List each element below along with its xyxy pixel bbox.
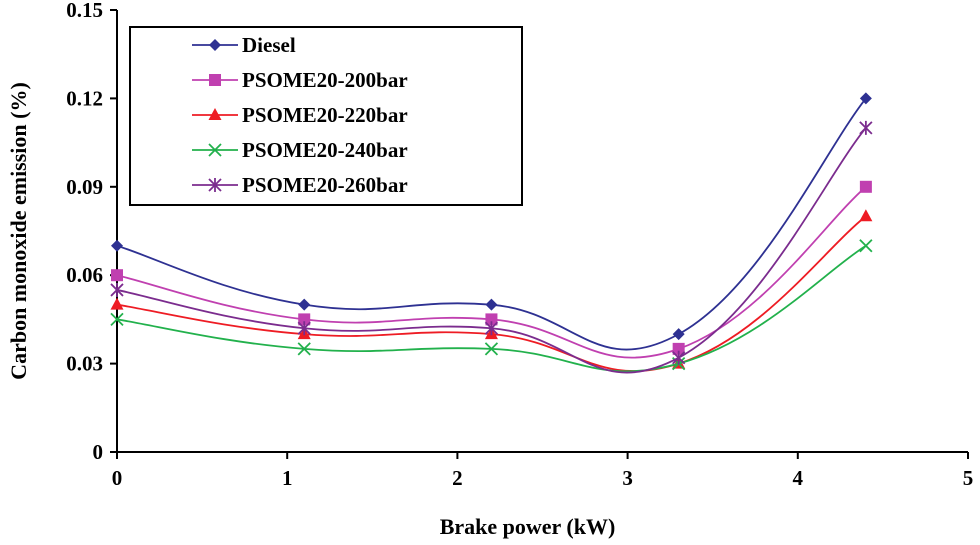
series-2	[110, 209, 873, 373]
y-tick-label: 0	[93, 440, 104, 464]
legend-marker	[208, 108, 222, 120]
y-tick-label: 0.06	[66, 263, 103, 287]
x-tick-label: 1	[282, 466, 293, 490]
series-line	[116, 186, 867, 359]
data-point	[298, 313, 311, 326]
data-point	[110, 282, 124, 297]
data-point	[110, 312, 124, 327]
data-point	[859, 180, 872, 193]
axes	[116, 10, 968, 453]
y-tick-label: 0.03	[66, 352, 103, 376]
x-tick-label: 2	[452, 466, 463, 490]
legend-marker	[208, 143, 222, 157]
legend-marker	[209, 39, 221, 51]
legend-label: PSOME20-200bar	[242, 68, 408, 92]
y-tick-label: 0.09	[66, 175, 103, 199]
legend-item: PSOME20-200bar	[192, 68, 408, 92]
data-point	[485, 313, 498, 326]
x-tick-label: 4	[793, 466, 804, 490]
data-point	[485, 298, 498, 311]
legend-label: PSOME20-240bar	[242, 138, 408, 162]
data-point	[859, 239, 873, 253]
series-line	[116, 215, 867, 373]
legend-box	[129, 26, 523, 206]
legend-label: PSOME20-220bar	[242, 103, 408, 127]
x-tick-label: 5	[963, 466, 974, 490]
series-line	[116, 127, 867, 374]
data-point	[859, 120, 873, 135]
legend-marker	[208, 178, 222, 192]
data-point	[859, 209, 873, 222]
data-point	[297, 321, 311, 336]
data-point	[484, 321, 499, 336]
data-point	[297, 342, 311, 356]
legend-item: PSOME20-260bar	[192, 173, 408, 197]
data-point	[110, 297, 124, 310]
data-point	[859, 92, 872, 105]
data-point	[484, 342, 499, 356]
series-0	[111, 92, 872, 351]
series-lines	[110, 92, 873, 374]
legend-item: PSOME20-220bar	[192, 103, 408, 127]
y-tick-label: 0.12	[66, 86, 103, 110]
legend-label: PSOME20-260bar	[242, 173, 408, 197]
data-point	[111, 269, 123, 282]
data-point	[672, 342, 685, 355]
x-tick-label: 0	[112, 466, 123, 490]
data-point	[111, 239, 123, 252]
data-point	[672, 350, 686, 365]
series-3	[110, 239, 873, 373]
series-4	[110, 120, 873, 374]
legend-item: PSOME20-240bar	[192, 138, 408, 162]
x-tick-label: 3	[622, 466, 633, 490]
series-line	[116, 97, 867, 351]
data-point	[298, 298, 311, 311]
legend-item: Diesel	[192, 33, 296, 57]
x-axis-title: Brake power (kW)	[440, 514, 616, 539]
data-point	[672, 328, 685, 341]
legend-marker	[209, 74, 221, 86]
legend-label: Diesel	[242, 33, 296, 57]
series-1	[111, 180, 872, 359]
series-line	[116, 244, 867, 373]
legend: Diesel PSOME20-200bar PSOME20-220bar PSOME2…	[129, 26, 523, 206]
y-axis-title: Carbon monoxide emission (%)	[6, 82, 31, 380]
y-tick-label: 0.15	[66, 0, 103, 22]
ticks: 0 0.03 0.06 0.09 0.12 0.15 0 1 2 3 4 5	[66, 0, 973, 490]
